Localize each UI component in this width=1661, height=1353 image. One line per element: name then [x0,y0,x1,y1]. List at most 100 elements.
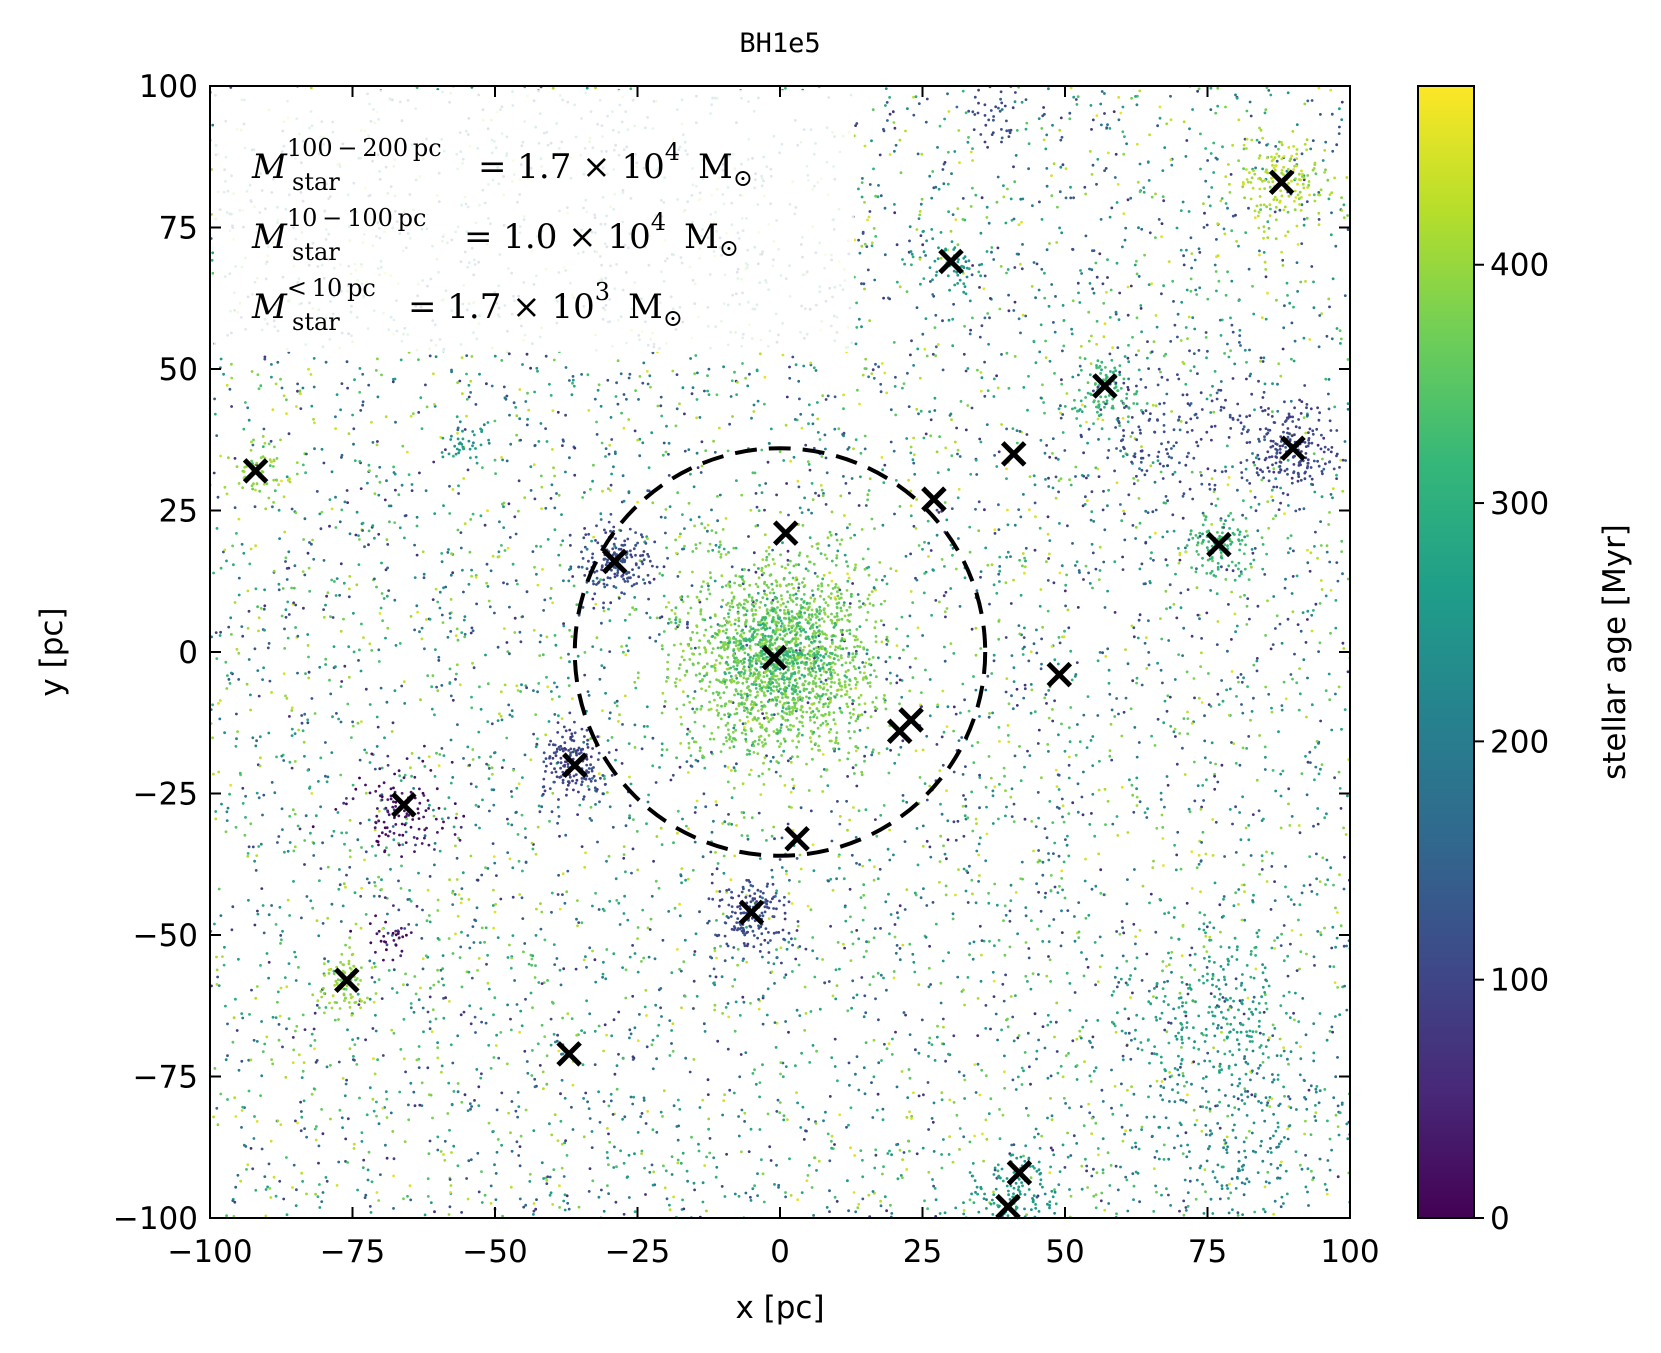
star-point [475,602,478,606]
star-point [404,830,408,834]
star-point [263,357,267,361]
star-point [410,774,413,778]
star-point [741,959,745,962]
star-point [1053,841,1057,845]
star-point [893,512,896,516]
star-point [1155,325,1159,329]
star-point [409,414,413,418]
star-point [987,221,991,225]
star-point [1245,623,1249,626]
star-point [1026,980,1029,983]
star-point [1006,508,1009,512]
star-point [588,946,592,950]
star-point [509,442,513,446]
star-point [384,1143,387,1147]
star-point [645,822,648,826]
star-point [1168,695,1172,699]
star-point [438,606,442,610]
star-point [1338,873,1341,877]
star-point [386,566,389,570]
star-point [708,592,712,596]
star-point [1215,643,1219,646]
star-point [950,507,954,510]
star-point [1034,825,1038,828]
star-point [929,418,933,422]
star-point [254,996,258,1000]
star-point [610,438,614,441]
star-point [1210,1010,1214,1014]
star-point [1111,1112,1115,1116]
star-point [447,796,451,799]
star-point [225,687,229,690]
star-point [415,524,419,528]
star-point [1181,654,1184,657]
star-point [524,684,528,687]
star-point [1127,1017,1130,1021]
star-point [1097,578,1101,581]
star-point [1206,297,1210,301]
star-point [1098,569,1102,572]
star-point [1315,877,1318,881]
star-point [780,723,783,727]
star-point [1044,356,1048,359]
star-point [921,844,925,848]
star-point [287,962,291,965]
star-point [390,934,394,937]
star-point [1055,241,1059,244]
star-point [991,822,995,825]
star-point [808,468,812,472]
star-point [596,388,600,392]
star-point [254,869,258,872]
star-point [474,823,478,827]
star-point [1029,683,1033,686]
star-point [744,376,747,380]
star-point [898,505,902,508]
star-point [1072,95,1076,99]
star-point [1245,377,1248,381]
star-point [895,627,898,631]
star-point [335,1184,339,1187]
star-point [1134,935,1138,938]
star-point [520,1024,524,1028]
star-point [239,1179,243,1183]
star-point [301,386,305,390]
star-point [746,834,749,838]
star-point [935,508,939,512]
star-point [1217,1088,1221,1092]
star-point [1032,642,1036,646]
star-point [403,773,407,777]
star-point [262,607,266,611]
star-point [811,949,815,953]
star-point [1226,649,1229,653]
star-point [1312,452,1316,455]
star-point [1262,817,1265,821]
star-point [1116,183,1120,186]
star-point [928,174,932,178]
star-point [1138,928,1142,932]
star-point [483,940,486,944]
star-point [213,922,216,926]
star-point [606,378,610,382]
star-point [846,775,849,778]
star-point [559,1092,562,1096]
star-point [1078,301,1082,304]
star-point [908,665,912,669]
star-point [1318,1157,1322,1161]
star-point [1162,1158,1166,1161]
star-point [554,643,558,647]
star-point [860,181,864,185]
star-point [460,1100,464,1104]
star-point [585,590,589,594]
star-point [894,375,897,379]
star-point [779,1072,782,1076]
star-point [483,523,487,527]
star-point [436,1135,440,1139]
star-point [1264,275,1268,279]
star-point [662,441,666,445]
star-point [1216,1024,1220,1027]
star-point [1294,991,1297,995]
star-point [1324,594,1328,598]
star-point [863,434,867,438]
star-point [1121,1139,1125,1143]
star-point [288,814,292,818]
